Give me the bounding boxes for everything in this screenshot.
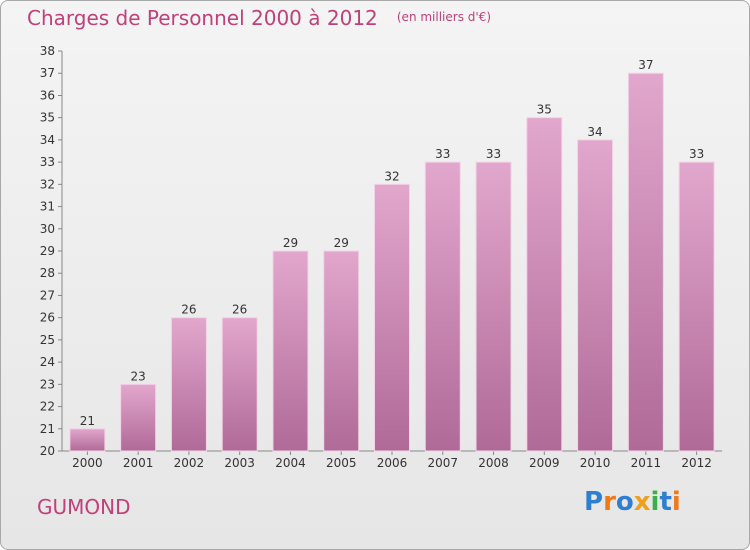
bar: [272, 250, 309, 452]
y-tick-label: 20: [40, 444, 55, 458]
y-tick-label: 27: [40, 288, 55, 302]
bar: [69, 428, 106, 452]
data-label: 26: [181, 303, 196, 317]
y-tick-label: 36: [40, 88, 55, 102]
proxiti-logo: Proxiti: [584, 487, 681, 517]
logo-letter: r: [603, 487, 616, 517]
title-row: Charges de Personnel 2000 à 2012 (en mil…: [27, 6, 491, 30]
x-tick-label: 2009: [529, 456, 560, 470]
x-tick-label: 2001: [123, 456, 154, 470]
logo-letter: o: [615, 487, 634, 517]
data-label: 33: [435, 147, 450, 161]
bar: [577, 139, 614, 452]
chart-title: Charges de Personnel 2000 à 2012: [27, 6, 378, 30]
bar: [475, 161, 512, 452]
data-labels: 21 23 26 26 29 29 32 33 33 35 34 37 33: [80, 58, 705, 428]
y-tick-label: 30: [40, 222, 55, 236]
y-tick-label: 35: [40, 111, 55, 125]
x-tick-label: 2000: [72, 456, 103, 470]
x-tick-label: 2006: [377, 456, 408, 470]
y-tick-label: 26: [40, 311, 55, 325]
bar: [627, 72, 664, 452]
bar: [374, 183, 410, 452]
y-tick-label: 38: [40, 44, 55, 58]
chart-unit: (en milliers d'€): [396, 10, 491, 24]
bar: [120, 383, 157, 452]
data-label: 33: [689, 147, 704, 161]
bar: [424, 161, 461, 452]
data-label: 34: [587, 125, 602, 139]
y-tick-label: 34: [40, 133, 55, 147]
bar: [323, 250, 360, 452]
x-tick-label: 2007: [427, 456, 458, 470]
y-tick-label: 21: [40, 422, 55, 436]
y-tick-label: 33: [40, 155, 55, 169]
logo-letter: t: [659, 487, 672, 517]
data-label: 37: [638, 58, 653, 72]
x-tick-label: 2008: [478, 456, 509, 470]
y-tick-label: 29: [40, 244, 55, 258]
x-tick-label: 2004: [275, 456, 306, 470]
y-tick-label: 23: [40, 377, 55, 391]
bar: [678, 161, 715, 452]
y-tick-label: 37: [40, 66, 55, 80]
x-tick-label: 2002: [174, 456, 205, 470]
data-label: 21: [80, 414, 95, 428]
bar: [526, 117, 563, 452]
data-label: 29: [334, 236, 349, 250]
y-tick-label: 25: [40, 333, 55, 347]
data-label: 29: [283, 236, 298, 250]
logo-letter: i: [671, 487, 681, 517]
bar: [170, 317, 207, 452]
y-tick-label: 22: [40, 400, 55, 414]
logo-letter: x: [633, 487, 651, 517]
data-label: 35: [537, 103, 552, 117]
data-label: 32: [384, 169, 399, 183]
x-tick-label: 2010: [580, 456, 611, 470]
data-label: 33: [486, 147, 501, 161]
x-tick-label: 2011: [631, 456, 662, 470]
bars: [69, 72, 715, 452]
data-label: 23: [131, 369, 146, 383]
bar: [221, 317, 258, 452]
x-tick-label: 2003: [224, 456, 255, 470]
commune-name: GUMOND: [37, 495, 131, 519]
logo-letter: P: [584, 487, 604, 517]
data-label: 26: [232, 303, 247, 317]
y-tick-label: 28: [40, 266, 55, 280]
y-tick-label: 31: [40, 200, 55, 214]
logo-letter: i: [650, 487, 660, 517]
x-tick-label: 2005: [326, 456, 357, 470]
x-tick-label: 2012: [681, 456, 712, 470]
axes: 20 21 22 23 24 25 26 27 28 29 30 31 32 33 34 35 36 37 38 20…: [40, 44, 722, 470]
y-tick-label: 32: [40, 177, 55, 191]
y-tick-label: 24: [40, 355, 55, 369]
